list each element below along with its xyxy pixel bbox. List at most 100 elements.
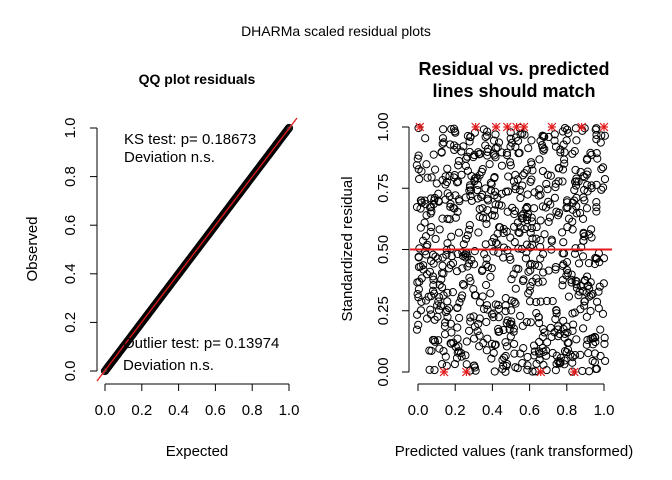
qq-reference-line — [96, 117, 298, 382]
residual-point — [477, 192, 486, 202]
residual-point — [469, 334, 479, 343]
residual-point — [416, 306, 426, 315]
residual-point — [455, 313, 464, 323]
residual-point — [446, 319, 455, 328]
residual-point — [489, 247, 498, 256]
residual-point — [570, 196, 579, 205]
residual-point — [499, 253, 508, 262]
residual-point — [532, 274, 541, 283]
residual-point — [454, 228, 464, 237]
residual-point — [499, 325, 508, 335]
residual-point — [421, 134, 430, 143]
residual-point — [550, 193, 560, 202]
residual-point — [571, 244, 580, 253]
residual-point — [597, 131, 606, 140]
residual-point — [416, 262, 425, 271]
residual-point — [493, 143, 502, 152]
residual-point — [499, 353, 509, 362]
residual-point — [584, 367, 594, 376]
outlier-star — [512, 122, 522, 132]
residual-point — [570, 350, 580, 360]
residual-point — [461, 193, 470, 202]
residual-point — [422, 270, 432, 279]
residual-point — [556, 148, 565, 157]
residual-point — [448, 288, 457, 297]
residual-point — [506, 134, 515, 143]
residual-point — [592, 207, 601, 216]
residual-point — [582, 340, 591, 349]
residual-point — [536, 216, 545, 225]
residual-point — [461, 234, 471, 244]
outlier-star — [599, 122, 609, 132]
residual-point — [521, 254, 531, 263]
residual-point — [465, 273, 474, 282]
residual-point — [413, 310, 422, 319]
residual-point — [587, 150, 596, 159]
residual-point — [564, 292, 574, 301]
residual-point — [587, 181, 596, 190]
residual-point — [580, 301, 589, 310]
residual-point — [567, 278, 576, 287]
x-axis-label: Expected — [166, 443, 229, 460]
residual-point — [487, 264, 496, 273]
residual-point — [427, 207, 436, 216]
x-tick-label: 0.2 — [445, 402, 466, 419]
residual-point — [483, 334, 492, 343]
y-tick-label: 0.4 — [62, 263, 79, 284]
residual-point — [435, 293, 444, 302]
residual-point — [475, 331, 484, 340]
residual-point — [443, 297, 452, 306]
residual-point — [540, 230, 549, 239]
residual-point — [435, 225, 444, 234]
residual-point — [458, 264, 467, 273]
residual-point — [470, 128, 479, 137]
residual-point — [482, 254, 491, 263]
residual-point — [483, 147, 492, 156]
residual-point — [563, 222, 572, 232]
residual-point — [570, 147, 579, 156]
residual-point — [519, 214, 528, 223]
residual-point — [566, 350, 575, 359]
residual-point — [443, 239, 452, 248]
residual-point — [501, 351, 510, 361]
residual-point — [454, 161, 463, 170]
residual-point — [459, 281, 468, 290]
residual-point — [590, 259, 600, 269]
residual-point — [518, 321, 527, 331]
residual-point — [546, 171, 555, 180]
residual-point — [486, 289, 495, 298]
ks-test-text: KS test: p= 0.18673 — [124, 131, 256, 148]
outlier-star — [491, 122, 501, 132]
residual-point — [509, 177, 519, 186]
residual-point — [445, 140, 455, 149]
residual-point — [501, 187, 511, 196]
residual-point — [511, 185, 520, 194]
residual-point — [551, 265, 560, 274]
residual-point — [494, 138, 504, 147]
residual-point — [514, 264, 523, 274]
residual-point — [480, 250, 489, 259]
residual-point — [428, 335, 438, 345]
residual-point — [524, 144, 533, 153]
residual-point — [528, 367, 537, 376]
outlier-star — [519, 122, 529, 132]
residual-point — [515, 185, 525, 195]
residual-point — [434, 336, 443, 345]
residual-point — [560, 360, 569, 369]
residual-point — [554, 208, 564, 217]
residual-point — [487, 354, 496, 363]
x-tick-label: 0.6 — [519, 402, 540, 419]
residual-point — [453, 323, 462, 332]
residual-point — [567, 275, 576, 284]
residual-point — [597, 164, 606, 174]
residual-point — [415, 174, 424, 184]
residual-point — [491, 130, 500, 139]
residual-point — [506, 128, 515, 137]
residual-point — [571, 165, 580, 175]
x-tick-label: 0.0 — [95, 402, 116, 419]
residual-point — [562, 203, 571, 213]
residual-point — [474, 148, 483, 157]
y-axis-ticks: 0.0 0.2 0.4 0.6 0.8 1.0 — [62, 118, 97, 381]
x-tick-label: 0.2 — [131, 402, 152, 419]
residual-point — [439, 346, 448, 356]
